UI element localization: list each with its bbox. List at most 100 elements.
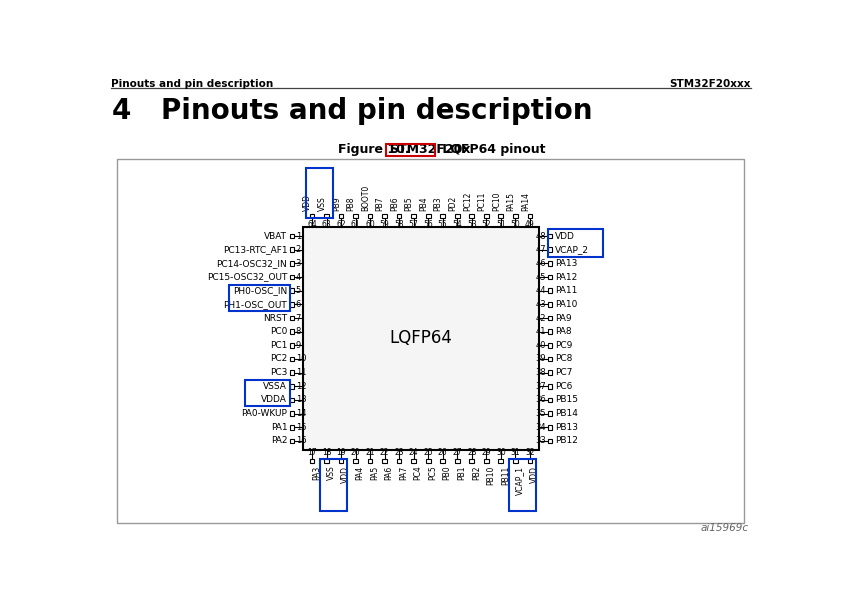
Text: PA1: PA1 [271, 422, 288, 432]
Text: 63: 63 [322, 220, 331, 229]
Bar [547, 425, 553, 430]
Bar [455, 214, 459, 219]
Text: Figure 10.: Figure 10. [337, 143, 410, 157]
Bar [527, 214, 532, 219]
Text: PA11: PA11 [554, 286, 577, 295]
Text: PC0: PC0 [270, 327, 288, 336]
Text: PA2: PA2 [271, 436, 288, 446]
Text: 54: 54 [452, 220, 462, 229]
Text: PA7: PA7 [399, 466, 408, 480]
Bar [383, 459, 387, 463]
Text: PC14-OSC32_IN: PC14-OSC32_IN [216, 259, 288, 268]
Text: 15: 15 [296, 422, 306, 432]
Text: 1: 1 [296, 232, 301, 240]
Bar [441, 459, 445, 463]
Text: PA0-WKUP: PA0-WKUP [241, 409, 288, 418]
Bar [411, 214, 416, 219]
Text: VDDA: VDDA [262, 395, 288, 404]
Text: Pinouts and pin description: Pinouts and pin description [111, 79, 273, 89]
Text: 62: 62 [336, 220, 346, 229]
Text: 23: 23 [394, 448, 404, 457]
Text: 21: 21 [365, 448, 375, 457]
Bar [547, 316, 553, 320]
Bar [484, 459, 489, 463]
Bar [397, 214, 401, 219]
Text: 51: 51 [496, 220, 505, 229]
Text: VDD: VDD [303, 194, 312, 211]
Text: PB3: PB3 [434, 197, 442, 211]
Text: 49: 49 [525, 220, 535, 229]
Bar [289, 425, 294, 430]
Bar [547, 229, 604, 257]
Text: 34: 34 [536, 422, 546, 432]
Text: VCAP_1: VCAP_1 [516, 466, 524, 495]
Bar [426, 459, 431, 463]
Bar [527, 459, 532, 463]
Text: 25: 25 [423, 448, 433, 457]
Text: 42: 42 [536, 313, 546, 322]
Bar [289, 275, 294, 279]
Bar [547, 275, 553, 279]
Bar [339, 214, 343, 219]
Text: PB6: PB6 [390, 197, 399, 211]
Text: 64: 64 [307, 220, 317, 229]
Text: PC11: PC11 [478, 192, 486, 211]
Text: 44: 44 [536, 286, 546, 295]
Bar [547, 439, 553, 443]
Text: PB15: PB15 [554, 395, 578, 404]
Text: VCAP_2: VCAP_2 [554, 245, 589, 254]
Bar [289, 412, 294, 416]
Text: PC3: PC3 [270, 368, 288, 377]
Text: PA9: PA9 [554, 313, 571, 322]
Text: 8: 8 [296, 327, 301, 336]
Text: 57: 57 [409, 220, 419, 229]
Text: 36: 36 [536, 395, 546, 404]
Bar [353, 214, 358, 219]
Bar [325, 459, 329, 463]
Bar [547, 398, 553, 402]
Text: 24: 24 [409, 448, 419, 457]
Text: PA8: PA8 [554, 327, 571, 336]
Text: PH1-OSC_OUT: PH1-OSC_OUT [224, 300, 288, 309]
Text: 4: 4 [111, 98, 130, 126]
Text: 12: 12 [296, 382, 306, 391]
Text: 53: 53 [467, 220, 477, 229]
Text: 40: 40 [536, 341, 546, 350]
Text: PC6: PC6 [554, 382, 572, 391]
Text: PA15: PA15 [506, 192, 516, 211]
Text: 50: 50 [510, 220, 521, 229]
Bar [339, 459, 343, 463]
Text: 28: 28 [467, 448, 477, 457]
Text: PC4: PC4 [414, 466, 423, 480]
Text: PB11: PB11 [500, 466, 510, 485]
Bar [509, 459, 536, 511]
Text: 61: 61 [351, 220, 361, 229]
Bar [547, 370, 553, 375]
Bar [289, 370, 294, 375]
Text: PC13-RTC_AF1: PC13-RTC_AF1 [223, 245, 288, 254]
Bar [513, 214, 517, 219]
Text: 16: 16 [296, 436, 306, 446]
Text: VDD: VDD [341, 466, 350, 483]
Text: PA5: PA5 [370, 466, 379, 480]
Bar [289, 343, 294, 348]
Text: 6: 6 [296, 300, 301, 309]
Text: 60: 60 [365, 220, 375, 229]
Bar [117, 159, 744, 523]
Text: 32: 32 [525, 448, 535, 457]
Text: 46: 46 [536, 259, 546, 268]
Text: PB7: PB7 [376, 197, 384, 211]
Bar [455, 459, 459, 463]
Bar [289, 398, 294, 402]
Text: 38: 38 [536, 368, 546, 377]
Text: 13: 13 [296, 395, 306, 404]
Text: PC5: PC5 [428, 466, 437, 480]
Text: 31: 31 [510, 448, 520, 457]
Bar [547, 288, 553, 293]
Bar [289, 248, 294, 252]
Text: 20: 20 [351, 448, 361, 457]
Text: ai15969c: ai15969c [701, 523, 748, 534]
Text: VSS: VSS [318, 197, 326, 211]
Text: 7: 7 [296, 313, 301, 322]
Bar [469, 459, 474, 463]
